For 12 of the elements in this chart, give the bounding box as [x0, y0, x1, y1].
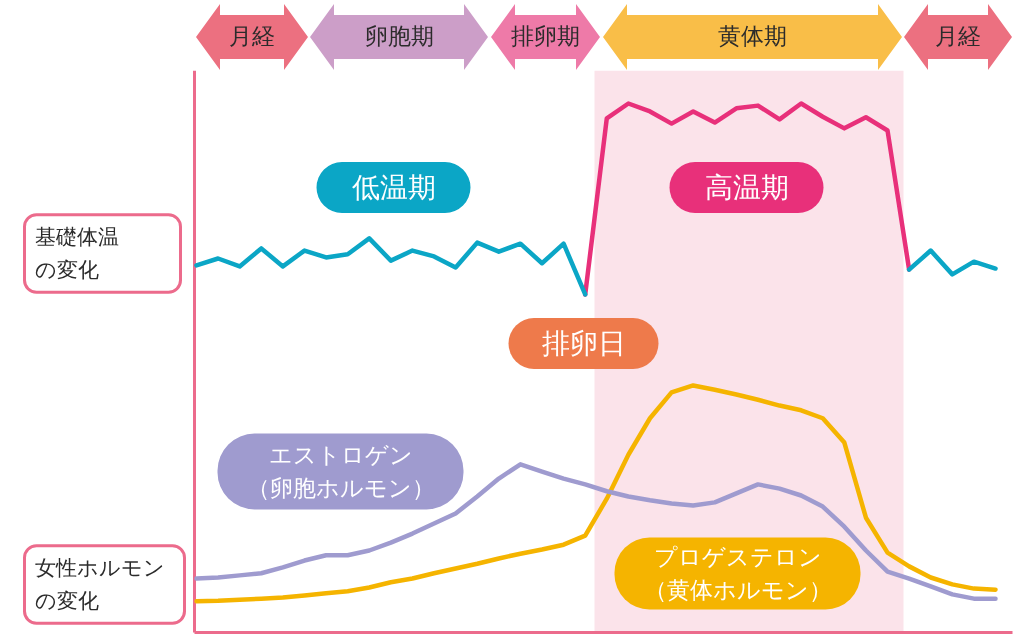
series-label: エストロゲン（卵胞ホルモン）: [246, 441, 435, 502]
annotation: 排卵日: [541, 327, 626, 360]
text: 基礎体温の変化: [34, 224, 119, 283]
text: 月経: [229, 23, 275, 50]
series-label: 低温期: [351, 171, 436, 204]
text: 女性ホルモンの変化: [34, 555, 165, 614]
text: 排卵期: [511, 23, 580, 50]
series-label: プロゲステロン（黄体ホルモン）: [643, 543, 832, 604]
text: 黄体期: [718, 23, 787, 50]
text: 卵胞期: [364, 23, 434, 50]
text: 月経: [935, 23, 981, 50]
series-label: 高温期: [704, 171, 789, 204]
